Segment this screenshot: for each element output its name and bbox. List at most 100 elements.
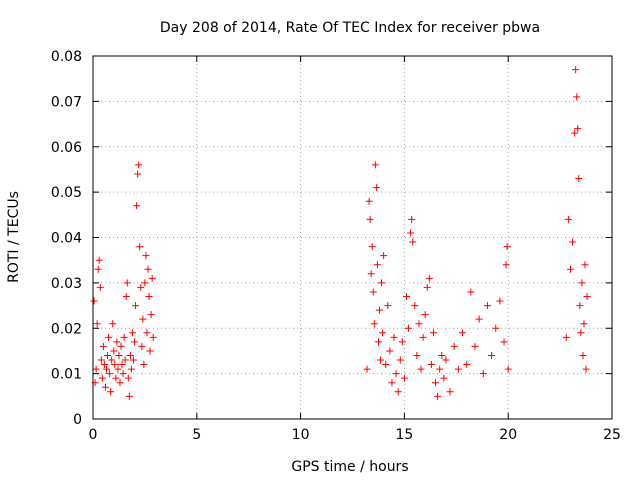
data-point — [138, 342, 146, 350]
y-tick-label: 0.04 — [51, 231, 82, 247]
data-point — [116, 379, 124, 387]
x-tick-label: 15 — [395, 427, 413, 443]
data-point — [374, 338, 382, 346]
data-point — [571, 129, 579, 137]
data-point — [101, 383, 109, 391]
data-point — [575, 175, 583, 183]
data-point — [102, 365, 110, 373]
data-point — [94, 265, 102, 273]
data-point — [504, 365, 512, 373]
data-point — [115, 351, 123, 359]
data-point — [579, 351, 587, 359]
data-point — [133, 202, 141, 210]
x-tick-labels: 0 5 10 15 20 25 — [89, 427, 621, 443]
data-point — [409, 238, 417, 246]
data-point — [95, 256, 103, 264]
data-point — [366, 215, 374, 223]
y-tick-label: 0.06 — [51, 140, 82, 156]
data-point — [373, 261, 381, 269]
data-point — [369, 288, 377, 296]
data-point — [363, 365, 371, 373]
data-point — [134, 170, 142, 178]
data-point — [562, 333, 570, 341]
data-point — [573, 93, 581, 101]
data-point — [463, 361, 471, 369]
data-point — [479, 370, 487, 378]
data-point — [392, 370, 400, 378]
data-point — [483, 302, 491, 310]
data-point — [442, 356, 450, 364]
data-point — [400, 374, 408, 382]
data-point — [93, 320, 101, 328]
data-point — [582, 365, 590, 373]
data-point — [388, 379, 396, 387]
data-point — [454, 365, 462, 373]
data-point — [440, 374, 448, 382]
data-point — [114, 365, 122, 373]
y-tick-label: 0.05 — [51, 185, 82, 201]
data-point — [415, 320, 423, 328]
data-point — [129, 356, 137, 364]
data-point — [128, 329, 136, 337]
data-point — [402, 292, 410, 300]
data-point — [417, 365, 425, 373]
plot-frame — [92, 55, 613, 420]
x-tick-label: 0 — [89, 427, 98, 443]
data-point — [429, 329, 437, 337]
data-point — [109, 320, 117, 328]
data-point — [121, 356, 129, 364]
data-point — [569, 238, 577, 246]
data-point — [106, 370, 114, 378]
data-point — [459, 329, 467, 337]
data-point — [140, 361, 148, 369]
data-point — [368, 243, 376, 251]
data-point — [143, 329, 151, 337]
data-point — [411, 302, 419, 310]
data-point — [500, 338, 508, 346]
data-points — [90, 66, 591, 400]
data-point — [502, 261, 510, 269]
data-point — [104, 351, 112, 359]
y-axis-label: ROTI / TECUs — [6, 191, 22, 283]
data-point — [371, 161, 379, 169]
data-point — [149, 333, 157, 341]
data-point — [379, 329, 387, 337]
data-point — [419, 333, 427, 341]
data-point — [100, 361, 108, 369]
data-point — [105, 333, 113, 341]
data-point — [423, 283, 431, 291]
data-point — [135, 161, 143, 169]
data-point — [380, 252, 388, 260]
data-point — [111, 361, 119, 369]
data-point — [148, 274, 156, 282]
data-point — [127, 365, 135, 373]
x-tick-label: 20 — [499, 427, 517, 443]
data-point — [113, 338, 121, 346]
data-point — [581, 261, 589, 269]
data-point — [98, 374, 106, 382]
data-point — [576, 302, 584, 310]
data-point — [566, 265, 574, 273]
chart-title: Day 208 of 2014, Rate Of TEC Index for r… — [160, 20, 540, 36]
data-point — [496, 297, 504, 305]
data-point — [375, 306, 383, 314]
data-point — [580, 320, 588, 328]
data-point — [147, 311, 155, 319]
data-point — [421, 311, 429, 319]
data-point — [117, 342, 125, 350]
data-point — [125, 392, 133, 400]
data-point — [142, 252, 150, 260]
data-point — [446, 388, 454, 396]
data-point — [492, 324, 500, 332]
data-point — [365, 197, 373, 205]
data-point — [382, 361, 390, 369]
data-point — [108, 356, 116, 364]
data-point — [475, 315, 483, 323]
data-point — [396, 356, 404, 364]
data-point — [119, 370, 127, 378]
data-point — [123, 279, 131, 287]
data-point — [378, 279, 386, 287]
axis-ticks — [92, 55, 613, 420]
data-point — [131, 338, 139, 346]
data-point — [450, 342, 458, 350]
